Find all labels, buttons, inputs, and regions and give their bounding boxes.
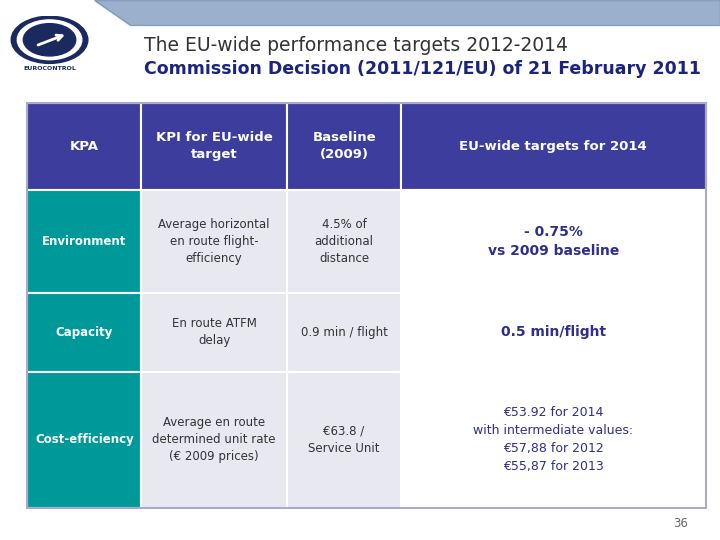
Text: €53.92 for 2014
with intermediate values:
€57,88 for 2012
€55,87 for 2013: €53.92 for 2014 with intermediate values… (473, 406, 634, 473)
Bar (141, 190, 287, 293)
Circle shape (23, 24, 76, 56)
Bar (141, 103, 287, 190)
Text: Average en route
determined unit rate
(€ 2009 prices): Average en route determined unit rate (€… (153, 416, 276, 463)
Text: Average horizontal
en route flight-
efficiency: Average horizontal en route flight- effi… (158, 218, 270, 265)
Text: KPA: KPA (70, 140, 99, 153)
Polygon shape (94, 0, 720, 25)
Bar (287, 190, 401, 293)
Bar (287, 372, 401, 508)
Text: 36: 36 (672, 517, 688, 530)
Bar (27, 372, 141, 508)
Text: En route ATFM
delay: En route ATFM delay (172, 318, 256, 347)
Bar (27, 293, 141, 372)
Bar (141, 293, 287, 372)
Circle shape (12, 16, 88, 63)
Text: The EU-wide performance targets 2012-2014: The EU-wide performance targets 2012-201… (144, 36, 568, 56)
Bar (141, 372, 287, 508)
Bar (287, 293, 401, 372)
Text: KPI for EU-wide
target: KPI for EU-wide target (156, 131, 273, 161)
Text: €63.8 /
Service Unit: €63.8 / Service Unit (308, 425, 380, 455)
Text: Commission Decision (2011/121/EU) of 21 February 2011: Commission Decision (2011/121/EU) of 21 … (144, 60, 701, 78)
Text: EU-wide targets for 2014: EU-wide targets for 2014 (459, 140, 647, 153)
Bar (27, 103, 141, 190)
Text: - 0.75%
vs 2009 baseline: - 0.75% vs 2009 baseline (487, 225, 619, 258)
Circle shape (17, 20, 82, 60)
Text: 4.5% of
additional
distance: 4.5% of additional distance (315, 218, 374, 265)
Bar (287, 103, 401, 190)
Text: EUROCONTROL: EUROCONTROL (23, 66, 76, 71)
Text: Baseline
(2009): Baseline (2009) (312, 131, 376, 161)
Bar (401, 190, 706, 293)
Bar (401, 372, 706, 508)
Text: Capacity: Capacity (55, 326, 113, 339)
Bar (401, 103, 706, 190)
Bar (401, 293, 706, 372)
Text: Cost-efficiency: Cost-efficiency (35, 433, 134, 446)
Text: Environment: Environment (42, 235, 127, 248)
Text: 0.5 min/flight: 0.5 min/flight (501, 326, 606, 340)
Text: 0.9 min / flight: 0.9 min / flight (301, 326, 387, 339)
Bar (27, 190, 141, 293)
